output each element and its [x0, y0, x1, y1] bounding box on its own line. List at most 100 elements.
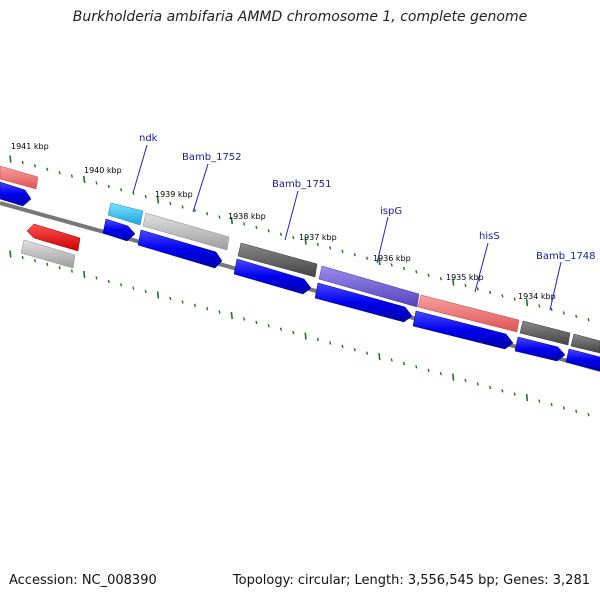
upper-scale-tick: [267, 229, 270, 233]
lower-scale-tick: [501, 389, 504, 393]
gene-label-ndk[interactable]: ndk: [139, 133, 158, 144]
upper-scale-tick: [464, 283, 467, 288]
lower-scale-tick: [292, 330, 295, 335]
kbp-label-1937: 1937 kbp: [299, 233, 337, 242]
upper-scale-tick: [489, 290, 492, 295]
lower-scale-tick: [58, 266, 61, 270]
lower-scale-tick: [279, 327, 283, 331]
upper-scale-tick: [538, 304, 541, 308]
lower-scale-tick: [329, 341, 332, 345]
kbp-label-1935: 1935 kbp: [446, 273, 484, 282]
upper-scale-tick: [452, 278, 455, 286]
upper-scale-tick: [304, 237, 307, 245]
genome-summary: Topology: circular; Length: 3,556,545 bp…: [232, 573, 590, 588]
kbp-label-1936: 1936 kbp: [373, 254, 411, 263]
feature-dark-right-edge[interactable]: [570, 333, 600, 354]
upper-scale-tick: [70, 174, 73, 178]
upper-scale-tick: [402, 266, 406, 271]
upper-scale-tick: [341, 249, 344, 253]
upper-scale-tick: [550, 307, 553, 312]
upper-scale-tick: [83, 175, 86, 184]
upper-scale-tick: [575, 314, 578, 318]
accession-label: Accession: NC_008390: [9, 573, 157, 588]
lower-scale-tick: [402, 361, 406, 366]
upper-scale-tick: [33, 164, 37, 168]
lower-scale-tick: [21, 255, 24, 260]
lower-scale-tick: [46, 262, 49, 266]
gene-label-bamb-1751[interactable]: Bamb_1751: [272, 179, 332, 190]
gene-label-hiss[interactable]: hisS: [479, 231, 500, 242]
upper-scale-tick: [390, 263, 393, 267]
lower-scale-tick: [316, 337, 319, 342]
cds-arrow-bamb-1748[interactable]: [514, 336, 566, 362]
cds-track-forward: [0, 181, 600, 372]
upper-scale-tick: [218, 215, 221, 219]
upper-scale-tick: [562, 311, 565, 315]
cds-arrow-bamb-1752[interactable]: [137, 229, 223, 269]
cds-arrow-hiss[interactable]: [412, 310, 514, 350]
gene-labels: ndk Bamb_1752 Bamb_1751 ispG hisS Bamb_1…: [132, 133, 596, 311]
upper-scale-tick: [476, 287, 479, 291]
gene-label-bamb-1752[interactable]: Bamb_1752: [182, 152, 242, 163]
upper-scale-tick: [46, 167, 49, 171]
leader-bamb-1752: [192, 163, 209, 213]
upper-scale-tick: [156, 196, 160, 204]
cds-arrow-ndk[interactable]: [102, 218, 136, 242]
upper-scale-tick: [292, 235, 295, 240]
lower-scale-tick: [230, 311, 233, 320]
lower-scale-tick: [169, 296, 172, 301]
lower-scale-tick: [156, 291, 160, 299]
upper-scale-tick: [427, 273, 430, 277]
leader-ispg: [376, 216, 389, 264]
upper-scale-tick: [366, 256, 369, 260]
lower-scale-tick: [107, 279, 110, 284]
lower-scale-tick: [95, 276, 98, 280]
lower-scale-tick: [476, 382, 479, 386]
upper-scale-tick: [316, 242, 319, 247]
feature-hiss-pink[interactable]: [417, 294, 520, 333]
upper-tick-track: [9, 155, 590, 322]
lower-scale-tick: [439, 372, 442, 376]
lower-scale-tick: [415, 365, 418, 369]
lower-scale-tick: [267, 324, 270, 328]
upper-scale-tick: [513, 297, 516, 301]
feature-bamb-1748-dark[interactable]: [519, 320, 571, 346]
upper-scale-tick: [144, 194, 147, 199]
upper-scale-tick: [501, 294, 504, 298]
lower-scale-tick: [366, 351, 369, 355]
upper-scale-tick: [353, 253, 356, 257]
lower-scale-tick: [513, 392, 516, 396]
feature-track-upper: [0, 165, 600, 354]
cds-arrow-left[interactable]: [0, 181, 32, 207]
upper-scale-tick: [193, 208, 196, 212]
cds-arrow-ispg[interactable]: [314, 282, 413, 323]
gene-label-ispg[interactable]: ispG: [380, 206, 402, 217]
feature-red-reverse[interactable]: [26, 223, 81, 252]
feature-pink-left[interactable]: [0, 165, 39, 190]
cds-arrow-right-edge[interactable]: [565, 348, 600, 372]
lower-scale-tick: [218, 310, 221, 314]
feature-bamb-1752-gray[interactable]: [142, 212, 230, 251]
lower-scale-tick: [70, 269, 73, 273]
kbp-scale: 1941 kbp 1940 kbp 1939 kbp 1938 kbp 1937…: [11, 142, 556, 301]
upper-scale-tick: [415, 270, 418, 274]
feature-ndk-cyan[interactable]: [107, 202, 144, 226]
cds-arrow-bamb-1751[interactable]: [233, 258, 312, 295]
lower-scale-tick: [83, 270, 86, 279]
upper-scale-tick: [9, 155, 12, 163]
kbp-label-1940: 1940 kbp: [84, 166, 122, 175]
gene-label-bamb-1748[interactable]: Bamb_1748: [536, 251, 596, 262]
lower-scale-tick: [341, 344, 344, 348]
lower-scale-tick: [206, 307, 209, 311]
lower-scale-tick: [243, 317, 246, 321]
lower-scale-tick: [390, 358, 393, 362]
leader-hiss: [474, 242, 489, 293]
feature-ispg-purple[interactable]: [318, 265, 420, 308]
lower-scale-tick: [120, 283, 123, 287]
feature-gray-reverse[interactable]: [20, 239, 76, 269]
feature-bamb-1751-dark[interactable]: [237, 242, 318, 278]
upper-scale-tick: [181, 205, 184, 209]
lower-scale-tick: [353, 348, 356, 352]
upper-scale-tick: [243, 222, 246, 226]
